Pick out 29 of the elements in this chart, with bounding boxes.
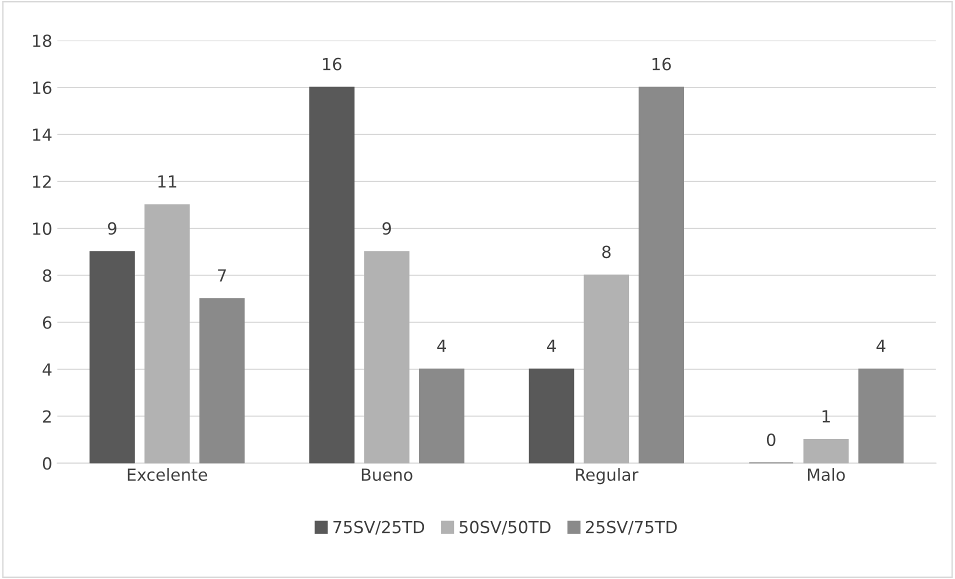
- x-tick-label: Malo: [808, 468, 845, 481]
- y-tick-label: 14: [33, 128, 52, 141]
- data-label: 7: [218, 269, 226, 282]
- data-label: 8: [602, 246, 611, 258]
- y-tick-label: 2: [43, 410, 51, 423]
- data-label: 4: [547, 340, 556, 352]
- data-label: 11: [158, 175, 176, 188]
- y-tick-label: 4: [42, 363, 52, 376]
- y-tick-label: 12: [33, 175, 51, 188]
- y-tick-label: 10: [33, 222, 52, 235]
- legend-label: 25SV/75TD: [586, 520, 677, 535]
- data-label: 0: [766, 433, 776, 446]
- y-tick-label: 16: [33, 81, 52, 94]
- x-tick-label: Excelente: [128, 468, 208, 481]
- data-label: 4: [437, 340, 446, 352]
- data-label: 9: [382, 222, 391, 235]
- y-tick-label: 6: [43, 316, 52, 329]
- data-label: 16: [323, 58, 342, 70]
- x-tick-label: Bueno: [362, 468, 412, 481]
- legend-label: 75SV/25TD: [333, 520, 424, 535]
- legend-label: 50SV/50TD: [460, 520, 550, 535]
- y-tick-label: 8: [42, 269, 52, 282]
- y-tick-label: 0: [42, 457, 52, 470]
- data-label: 9: [108, 222, 116, 235]
- data-label: 4: [876, 340, 886, 352]
- x-tick-label: Regular: [576, 468, 638, 484]
- y-tick-label: 18: [33, 34, 52, 48]
- data-label: 16: [652, 58, 671, 70]
- data-label: 1: [822, 410, 830, 422]
